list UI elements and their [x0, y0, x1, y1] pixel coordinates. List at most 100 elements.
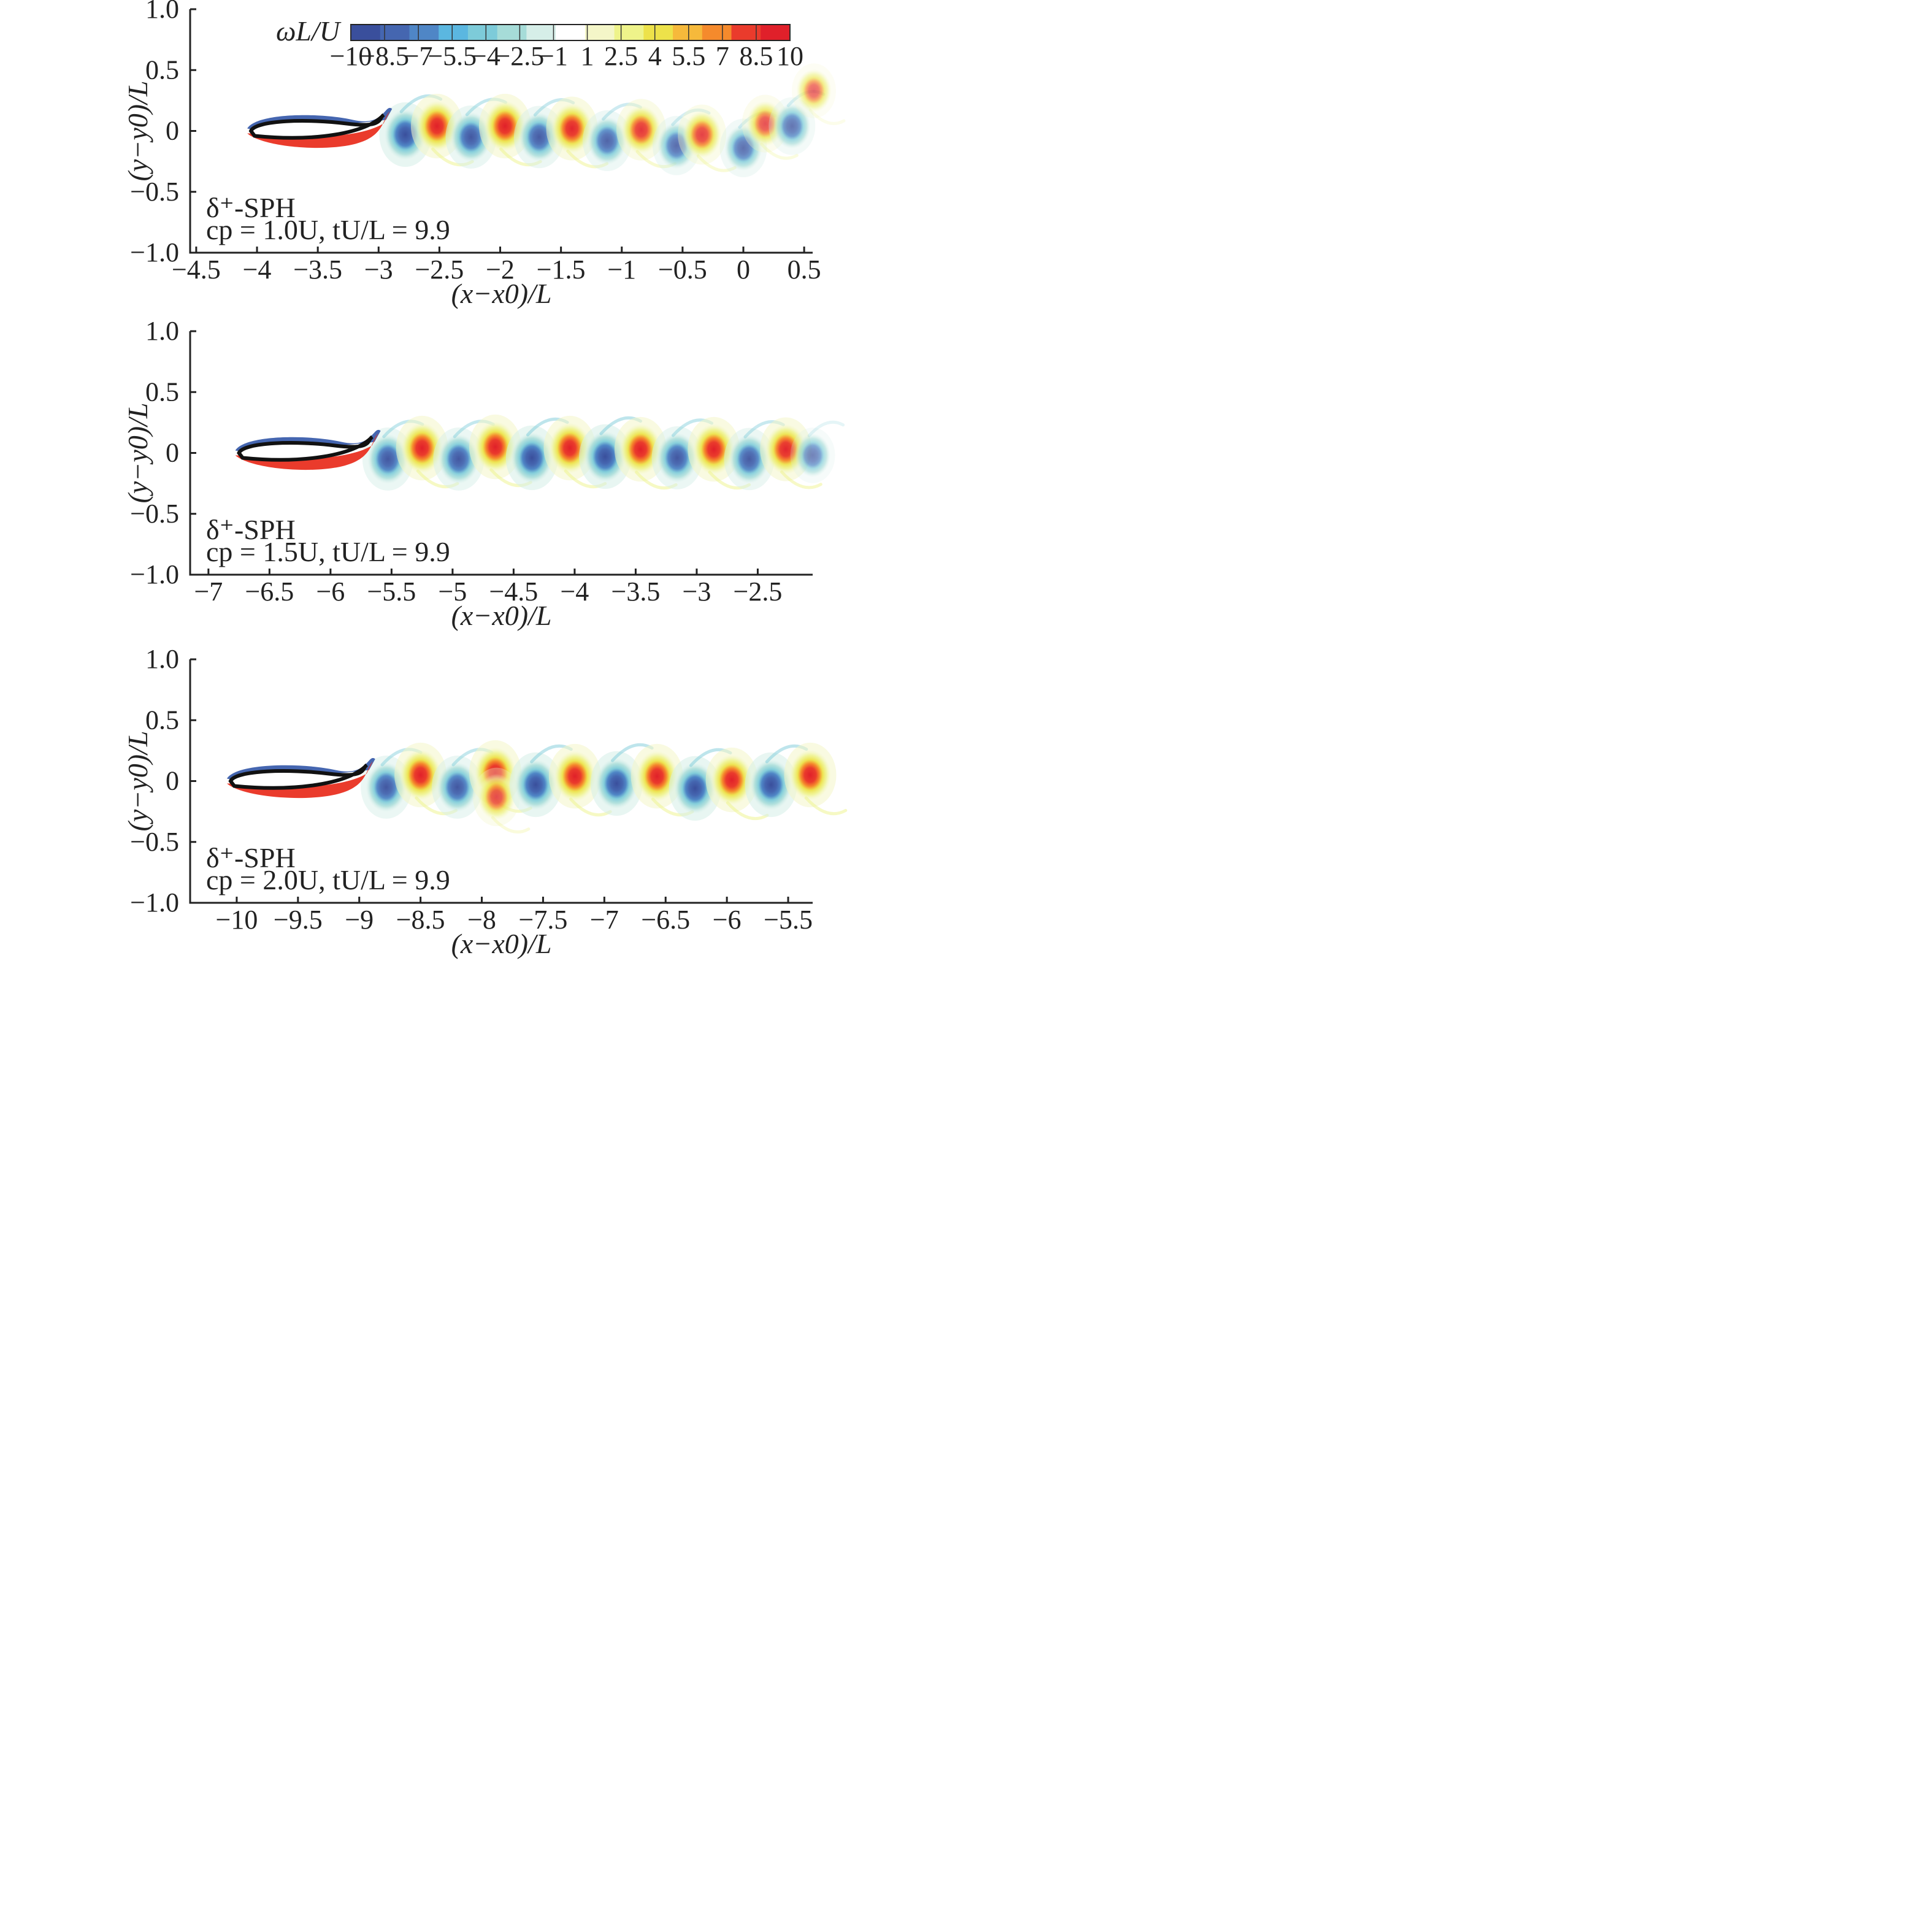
y-tick-label: −0.5: [130, 499, 179, 529]
x-axis-label: (x−x0)/L: [451, 928, 552, 959]
vortex-positive: [484, 101, 526, 152]
vorticity-field: [379, 63, 846, 178]
axes: −4.5 −4 −3.5 −3 −2.5 −2 −1.5 −1 −0.5 0 0.51.00.50−…: [130, 0, 821, 285]
colorbar-tick-label: 5.5: [672, 41, 705, 71]
colorbar-cell: [351, 25, 381, 40]
vortex-positive: [789, 749, 832, 801]
params-label: cp = 1.0U, tU/L = 9.9: [206, 214, 450, 245]
panel-bottom: −10 −9.5 −9 −8.5 −8 −7.5 −7 −6.5 −6 −5.5 1.0 0.5 0 −0…: [122, 644, 848, 959]
x-tick-label: −6.5: [641, 905, 690, 935]
x-tick-label: −6: [713, 905, 742, 935]
colorbar-cell: [673, 25, 703, 40]
vortex-arm: [499, 147, 542, 167]
colorbar-cell: [643, 25, 673, 40]
vorticity-field: [362, 414, 845, 491]
vortex-arm: [415, 796, 458, 816]
x-tick-label: −9.5: [274, 905, 323, 935]
vortex-positive: [401, 423, 443, 474]
colorbar-tick-label: −1: [539, 41, 568, 71]
vortex-arm: [808, 109, 846, 125]
vortex-positive: [711, 754, 753, 805]
vortex-negative: [674, 762, 716, 814]
vortex-negative: [729, 434, 770, 484]
y-tick-label: −1.0: [130, 237, 179, 267]
x-tick-label: −3: [683, 577, 711, 607]
vortex-positive: [416, 101, 458, 152]
colorbar-cell: [467, 25, 498, 40]
y-axis-label: (y−y0)/L: [122, 81, 153, 182]
x-tick-label: −4: [243, 255, 272, 285]
vortex-positive: [692, 424, 735, 475]
colorbar-cell: [439, 25, 469, 40]
x-tick-label: −1.5: [537, 255, 586, 285]
x-tick-label: −6: [316, 577, 345, 607]
vortex-arm: [431, 147, 474, 167]
method-label: δ⁺-SPH: [206, 192, 296, 223]
colorbar-tick-label: −2.5: [495, 41, 544, 71]
y-tick-label: −0.5: [130, 827, 179, 857]
colorbar-tick-label: −5.5: [427, 41, 477, 71]
colorbar-cells: [350, 24, 791, 41]
vortex-negative: [773, 103, 811, 149]
colorbar-ticks: −10−8.5−7−5.5−4−2.5−1 1 2.5 4 5.5 7 8.5 10: [330, 25, 803, 71]
y-tick-label: −1.0: [130, 559, 179, 589]
vortex-negative: [438, 434, 480, 484]
method-label: δ⁺-SPH: [206, 842, 296, 873]
foil-body: [226, 757, 375, 799]
x-tick-label: −4.5: [172, 255, 221, 285]
vortex-arm: [696, 154, 737, 172]
colorbar-cell: [556, 25, 586, 40]
method-label: δ⁺-SPH: [206, 514, 296, 545]
params-label: cp = 1.5U, tU/L = 9.9: [206, 536, 450, 567]
vortex-arm: [708, 470, 751, 490]
vortex-arm: [780, 470, 822, 489]
x-tick-label: −7.5: [519, 905, 568, 935]
x-tick-label: −7: [194, 577, 223, 607]
colorbar-tick-label: 4: [648, 41, 662, 71]
colorbar-cell: [702, 25, 732, 40]
x-tick-label: −8.5: [396, 905, 445, 935]
vortex-positive: [551, 103, 593, 154]
y-tick-label: 1.0: [145, 316, 179, 346]
axes: −10 −9.5 −9 −8.5 −8 −7.5 −7 −6.5 −6 −5.5 1.0 0.5 0 −0…: [130, 644, 813, 935]
vortex-negative: [515, 759, 557, 810]
x-tick-label: 0: [737, 255, 750, 285]
colorbar-tick-label: 10: [776, 41, 803, 71]
vortex-arm: [635, 470, 678, 490]
vortex-positive: [474, 421, 516, 473]
colorbar-tick-label: 8.5: [739, 41, 773, 71]
vortex-positive: [682, 110, 722, 159]
y-tick-label: 1.0: [145, 644, 179, 674]
x-tick-label: −2.5: [415, 255, 464, 285]
x-tick-label: −8: [467, 905, 496, 935]
y-tick-label: 0.5: [145, 377, 179, 407]
vortex-negative: [596, 757, 638, 809]
x-tick-label: −7: [590, 905, 619, 935]
colorbar-cell: [526, 25, 556, 40]
vortex-positive: [399, 749, 442, 801]
foil-outline: [228, 763, 368, 790]
vortex-positive: [477, 773, 516, 820]
x-tick-label: −2: [486, 255, 515, 285]
y-tick-label: 1.0: [145, 0, 179, 24]
vortex-negative: [437, 762, 478, 812]
colorbar-tick-label: 2.5: [604, 41, 638, 71]
vortex-positive: [619, 424, 662, 475]
vortex-positive: [796, 69, 832, 113]
vortex-negative: [587, 117, 627, 165]
vortex-arm: [566, 149, 609, 169]
vortex-negative: [511, 432, 553, 483]
colorbar-tick-label: 7: [716, 41, 729, 71]
vortex-negative: [750, 759, 792, 810]
vorticity-field: [361, 740, 848, 834]
vortex-arm: [760, 142, 799, 160]
panel-top: −4.5 −4 −3.5 −3 −2.5 −2 −1.5 −1 −0.5 0 0.51.00.50−…: [122, 0, 846, 309]
colorbar-tick-label: −8.5: [360, 41, 409, 71]
x-tick-label: −5.5: [367, 577, 416, 607]
y-tick-label: 0: [166, 766, 179, 796]
colorbar-cell: [614, 25, 644, 40]
x-tick-label: −9: [345, 905, 374, 935]
colorbar-tick-label: −4: [472, 41, 500, 71]
axes: −7 −6.5 −6 −5.5 −5 −4.5 −4 −3.5 −3 −2.5 1.0 0.5 0 −0.…: [130, 316, 813, 607]
